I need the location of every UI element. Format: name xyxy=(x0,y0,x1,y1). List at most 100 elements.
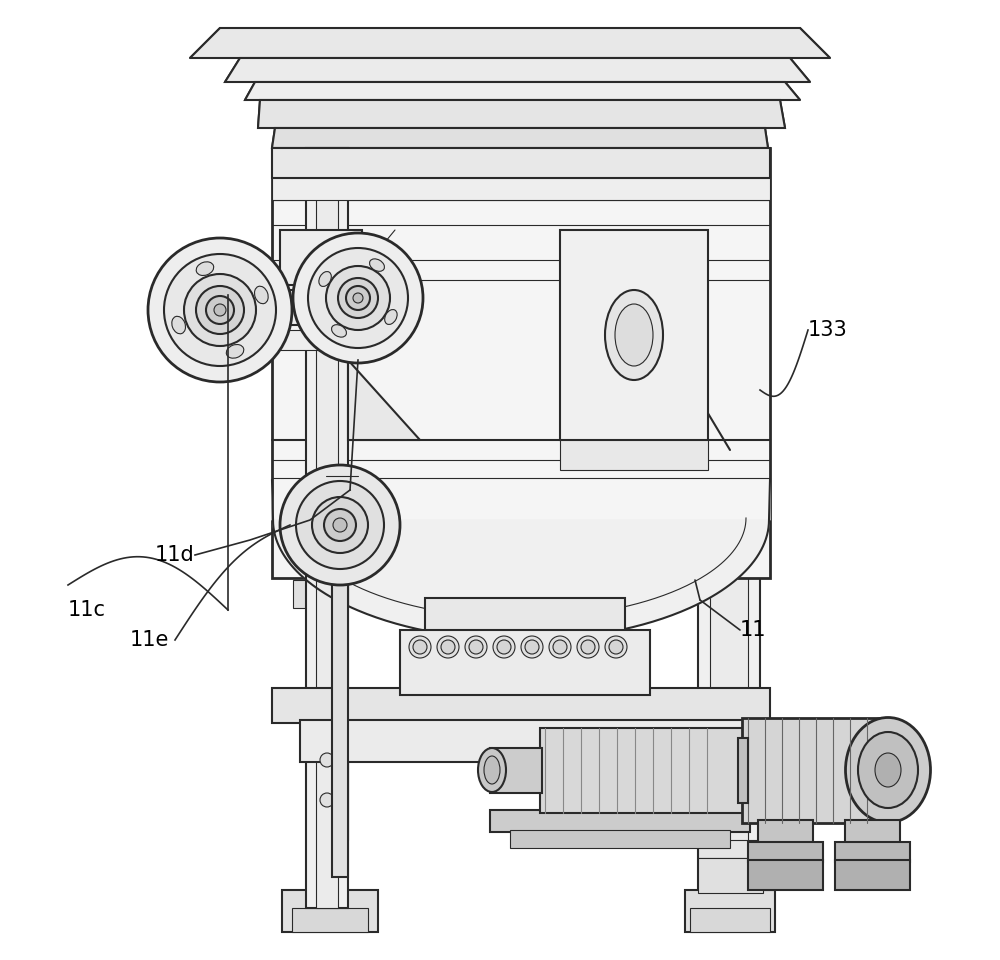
Ellipse shape xyxy=(255,286,268,303)
Text: 11c: 11c xyxy=(68,600,106,620)
Bar xyxy=(698,858,763,893)
Ellipse shape xyxy=(413,640,427,654)
Bar xyxy=(400,630,650,695)
Ellipse shape xyxy=(521,636,543,658)
Bar xyxy=(272,148,770,178)
Bar xyxy=(845,820,900,845)
Bar xyxy=(758,820,813,845)
Bar xyxy=(490,810,750,832)
Circle shape xyxy=(164,254,276,366)
Circle shape xyxy=(312,497,368,553)
Polygon shape xyxy=(190,28,830,58)
Bar xyxy=(306,148,348,908)
Ellipse shape xyxy=(605,290,663,380)
Bar xyxy=(306,272,358,324)
Polygon shape xyxy=(348,360,420,440)
Text: 11e: 11e xyxy=(130,630,169,650)
Text: 11: 11 xyxy=(740,620,767,640)
Bar xyxy=(280,230,362,285)
Bar xyxy=(540,728,745,813)
Bar xyxy=(326,468,358,496)
Ellipse shape xyxy=(875,753,901,787)
Bar xyxy=(742,718,890,823)
Bar xyxy=(293,580,348,608)
Bar xyxy=(560,230,708,440)
Ellipse shape xyxy=(846,717,930,823)
Polygon shape xyxy=(225,58,810,82)
Ellipse shape xyxy=(577,636,599,658)
Ellipse shape xyxy=(441,640,455,654)
Ellipse shape xyxy=(605,636,627,658)
Bar xyxy=(748,860,823,890)
Bar xyxy=(738,738,748,803)
Circle shape xyxy=(184,274,256,346)
Ellipse shape xyxy=(478,748,506,792)
Circle shape xyxy=(148,238,292,382)
Ellipse shape xyxy=(437,636,459,658)
Ellipse shape xyxy=(370,259,384,272)
Ellipse shape xyxy=(332,324,346,337)
Circle shape xyxy=(280,465,400,585)
Bar xyxy=(425,598,625,633)
Ellipse shape xyxy=(469,640,483,654)
Bar xyxy=(306,720,348,840)
Ellipse shape xyxy=(226,345,244,358)
Text: 11d: 11d xyxy=(155,545,195,565)
Ellipse shape xyxy=(320,793,334,807)
Bar xyxy=(835,842,910,862)
Circle shape xyxy=(196,286,244,334)
Bar xyxy=(316,148,338,908)
Circle shape xyxy=(206,296,234,324)
Bar xyxy=(272,148,770,578)
Circle shape xyxy=(296,481,384,569)
Ellipse shape xyxy=(553,640,567,654)
Bar xyxy=(300,720,750,762)
Bar xyxy=(272,688,770,723)
Ellipse shape xyxy=(172,316,185,334)
Bar xyxy=(510,830,730,848)
Bar xyxy=(332,582,348,877)
Bar xyxy=(280,290,362,325)
Circle shape xyxy=(326,266,390,330)
Ellipse shape xyxy=(465,636,487,658)
Circle shape xyxy=(346,286,370,310)
Polygon shape xyxy=(272,480,770,640)
Bar xyxy=(698,148,760,908)
Bar xyxy=(748,842,823,862)
Bar xyxy=(280,330,362,350)
Ellipse shape xyxy=(196,262,214,276)
Ellipse shape xyxy=(409,636,431,658)
Bar xyxy=(710,148,748,908)
Bar xyxy=(690,908,770,932)
Bar xyxy=(685,890,775,932)
Ellipse shape xyxy=(385,309,397,324)
Bar xyxy=(282,890,378,932)
Ellipse shape xyxy=(319,272,331,286)
Circle shape xyxy=(333,518,347,532)
Text: 133: 133 xyxy=(808,320,848,340)
Bar xyxy=(835,860,910,890)
Polygon shape xyxy=(245,82,800,100)
Ellipse shape xyxy=(581,640,595,654)
Bar xyxy=(272,178,770,200)
Bar xyxy=(698,840,763,858)
Polygon shape xyxy=(258,100,785,128)
Ellipse shape xyxy=(525,640,539,654)
Ellipse shape xyxy=(615,304,653,366)
Ellipse shape xyxy=(549,636,571,658)
Circle shape xyxy=(214,304,226,316)
Circle shape xyxy=(338,278,378,318)
Bar xyxy=(490,748,542,793)
Bar xyxy=(560,440,708,470)
Ellipse shape xyxy=(858,732,918,808)
Ellipse shape xyxy=(484,756,500,784)
Ellipse shape xyxy=(493,636,515,658)
Circle shape xyxy=(324,509,356,541)
Bar xyxy=(292,908,368,932)
Ellipse shape xyxy=(609,640,623,654)
Circle shape xyxy=(293,233,423,363)
Ellipse shape xyxy=(320,753,334,767)
Ellipse shape xyxy=(497,640,511,654)
Circle shape xyxy=(308,248,408,348)
Polygon shape xyxy=(272,128,768,148)
